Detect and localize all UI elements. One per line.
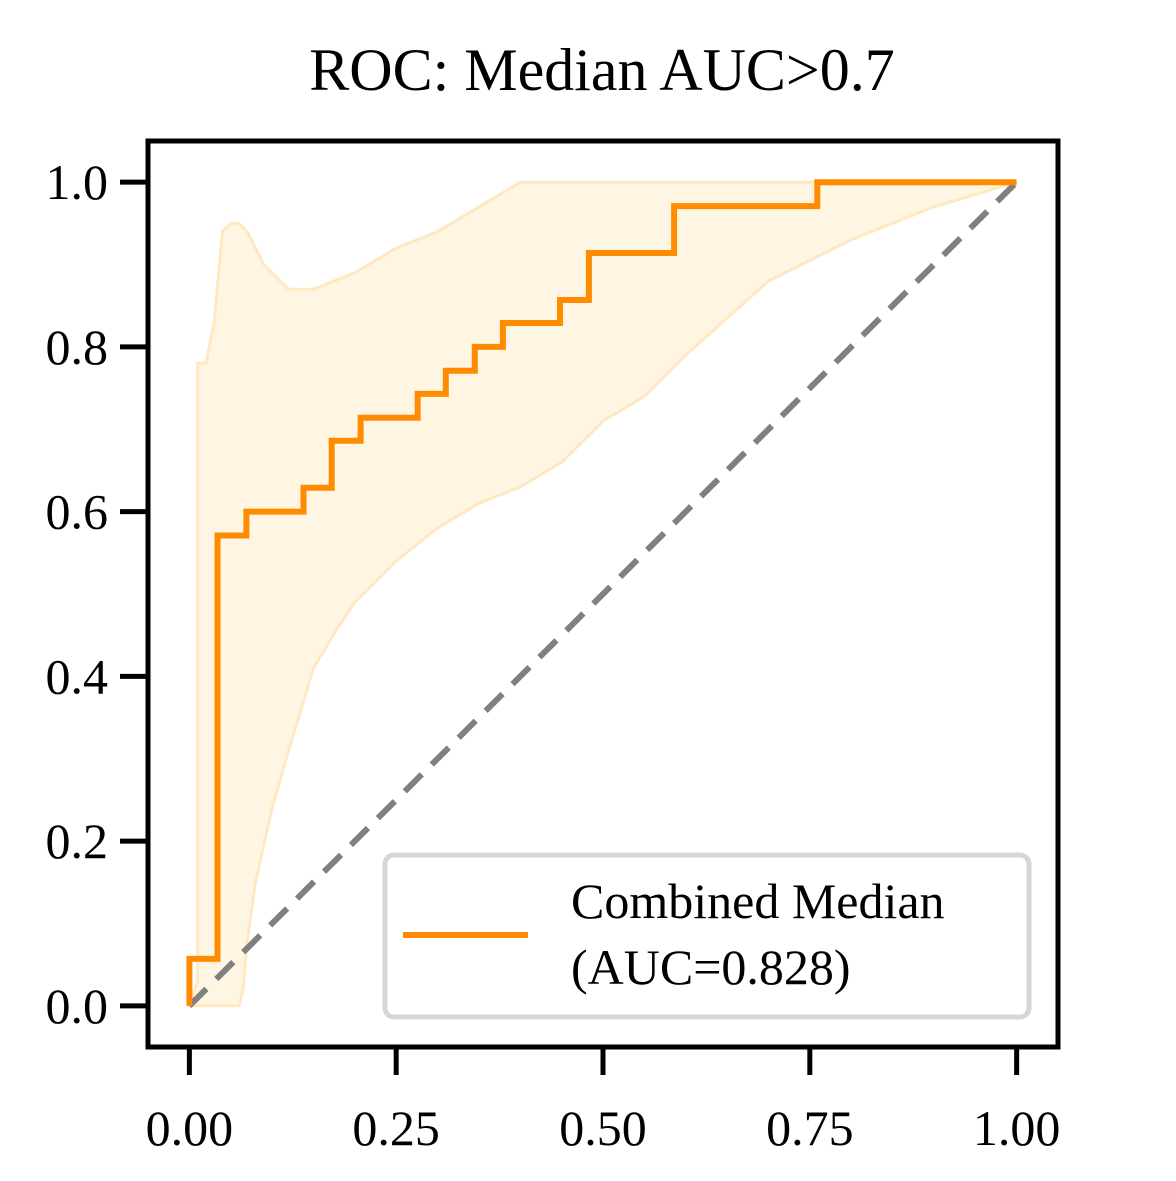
legend-label-line-1: Combined Median [571,873,945,929]
y-tick-label: 1.0 [46,154,109,210]
x-tick-label: 0.25 [352,1100,440,1156]
plot-area [186,179,1019,1008]
legend-label-line-2: (AUC=0.828) [571,939,851,995]
y-tick-label: 0.8 [46,319,109,375]
x-tick-label: 0.50 [559,1100,647,1156]
series-line-0 [186,179,1017,1006]
legend: Combined Median (AUC=0.828) [382,852,1032,1020]
chance-diagonal-line [187,180,1019,1008]
axes: 0.00 0.25 0.50 0.75 1.00 0.0 0.2 0.4 0.6 0.8 1.0 [46,138,1061,1156]
x-tick-label: 0.00 [146,1100,234,1156]
y-tick-label: 0.6 [46,484,109,540]
x-tick-label: 1.00 [973,1100,1061,1156]
y-tick-label: 0.4 [46,648,109,704]
y-tick-label: 0.2 [46,813,109,869]
legend-box [382,852,1032,1020]
x-tick-label: 0.75 [766,1100,854,1156]
y-tick-label: 0.0 [46,978,109,1034]
chart-title: ROC: Median AUC>0.7 [309,37,895,103]
